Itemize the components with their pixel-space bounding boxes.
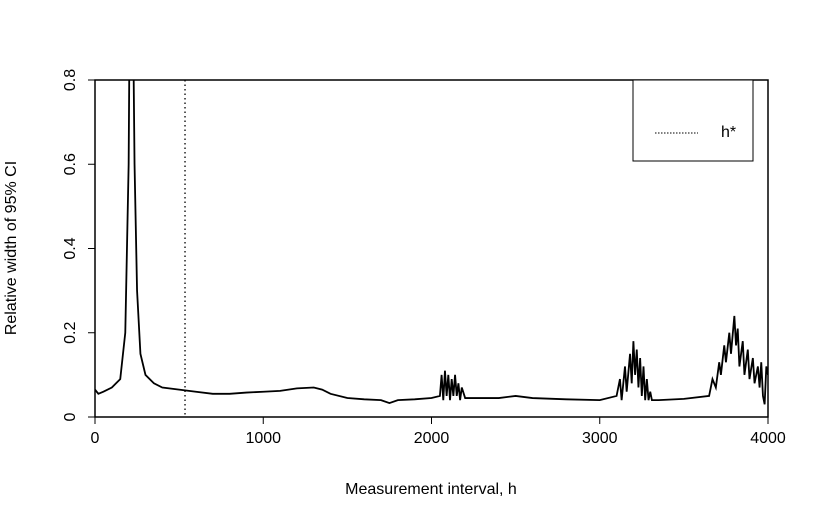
legend-box xyxy=(632,79,754,162)
x-tick-label: 1000 xyxy=(245,430,281,447)
y-axis-label: Relative width of 95% CI xyxy=(3,161,20,335)
y-tick-label: 0 xyxy=(62,412,79,421)
data-line xyxy=(95,80,768,405)
x-axis-label: Measurement interval, h xyxy=(345,481,517,498)
x-tick-label: 4000 xyxy=(750,430,786,447)
y-tick-label: 0.8 xyxy=(62,69,79,91)
y-tick-label: 0.6 xyxy=(62,153,79,175)
x-tick-label: 3000 xyxy=(582,430,618,447)
legend-label: h* xyxy=(721,124,736,141)
y-tick-label: 0.2 xyxy=(62,322,79,344)
plot-area xyxy=(95,80,768,417)
x-tick-label: 2000 xyxy=(414,430,450,447)
y-tick-label: 0.4 xyxy=(62,237,79,259)
x-tick-label: 0 xyxy=(91,430,100,447)
